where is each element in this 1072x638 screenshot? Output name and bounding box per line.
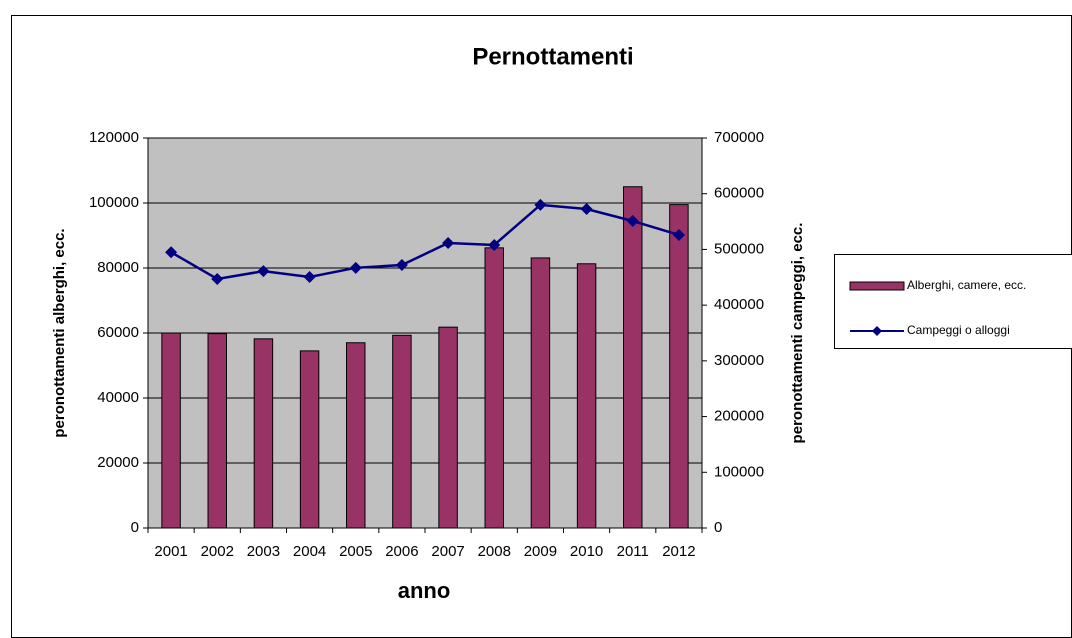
x-tick-label: 2011 — [617, 543, 649, 560]
legend-swatch — [849, 281, 905, 291]
x-tick-label: 2012 — [662, 543, 695, 560]
marker — [442, 237, 455, 250]
marker — [211, 272, 224, 285]
y-tick-label: 100000 — [89, 194, 139, 211]
y2-tick-label: 100000 — [714, 463, 764, 480]
line — [170, 203, 680, 281]
x-tick-label: 2001 — [154, 543, 187, 560]
x-tick-label: 2009 — [524, 543, 557, 560]
y2-tick-label: 500000 — [714, 240, 764, 257]
chart-title: Pernottamenti — [472, 43, 633, 70]
x-tick-label: 2008 — [478, 543, 511, 560]
bar — [253, 338, 274, 529]
marker — [488, 238, 501, 251]
y2-tick-label: 300000 — [714, 352, 764, 369]
x-tick-label: 2003 — [247, 543, 280, 560]
bar — [438, 326, 458, 529]
y-tick-label: 60000 — [97, 324, 139, 341]
bar — [161, 332, 181, 529]
marker — [672, 228, 685, 241]
marker — [534, 198, 547, 211]
bar — [299, 350, 320, 529]
bar — [346, 342, 366, 529]
y-tick-label: 0 — [131, 519, 139, 536]
bar — [484, 247, 504, 529]
y2-tick-label: 0 — [714, 519, 722, 536]
y2-tick-label: 700000 — [714, 129, 764, 146]
bar — [392, 334, 412, 529]
x-tick-label: 2007 — [431, 543, 464, 560]
marker — [395, 259, 408, 272]
y-axis-title: peronottamenti alberghi, ecc. — [51, 228, 68, 437]
bar — [576, 263, 597, 529]
y2-axis-title: peronottamenti campeggi, ecc. — [789, 223, 806, 444]
legend-label: Alberghi, camere, ecc. — [907, 278, 1026, 292]
y2-tick-label: 200000 — [714, 408, 764, 425]
bar — [207, 333, 227, 529]
y2-tick-label: 600000 — [714, 185, 764, 202]
x-tick-label: 2010 — [570, 543, 603, 560]
x-tick-label: 2006 — [385, 543, 418, 560]
y-tick-label: 20000 — [97, 454, 139, 471]
x-tick-label: 2005 — [339, 543, 372, 560]
y2-tick-label: 400000 — [714, 296, 764, 313]
bar — [623, 186, 643, 529]
marker — [349, 261, 362, 274]
legend-marker — [872, 326, 882, 336]
marker — [257, 265, 270, 278]
x-tick-label: 2004 — [293, 543, 326, 560]
y-tick-label: 120000 — [89, 129, 139, 146]
marker — [303, 271, 316, 284]
x-axis-title: anno — [398, 578, 451, 603]
bar — [530, 257, 551, 529]
marker — [626, 215, 639, 228]
y-tick-label: 80000 — [97, 259, 139, 276]
bar — [669, 204, 689, 529]
y-tick-label: 40000 — [97, 389, 139, 406]
marker — [165, 246, 178, 259]
marker — [580, 203, 593, 216]
x-tick-label: 2002 — [201, 543, 234, 560]
legend-label: Campeggi o alloggi — [907, 323, 1010, 337]
